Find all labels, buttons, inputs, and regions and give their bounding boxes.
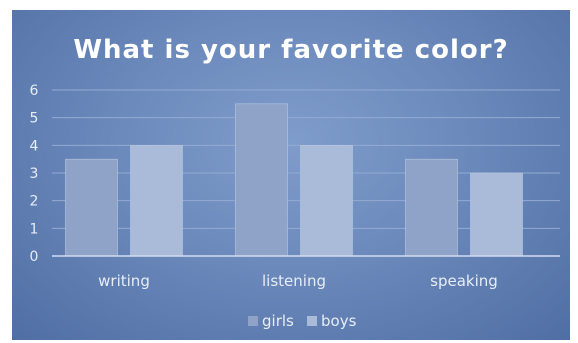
bar-chart: What is your favorite color? 0 1 2 3 4 5 6 wri… <box>30 35 560 330</box>
bar-boys-listening <box>300 145 353 257</box>
y-tick-label: 1 <box>30 221 39 237</box>
category-labels: writing listening speaking <box>98 272 498 290</box>
bar-girls-speaking <box>405 158 458 257</box>
category-label: speaking <box>430 272 498 290</box>
y-axis-ticks: 0 1 2 3 4 5 6 <box>30 83 39 265</box>
bar-boys-writing <box>130 145 183 257</box>
legend-swatch-girls <box>248 316 258 326</box>
category-label: writing <box>98 272 150 290</box>
y-tick-label: 2 <box>30 194 39 210</box>
chart-area: What is your favorite color? 0 1 2 3 4 5 6 wri… <box>12 10 570 340</box>
bars <box>65 103 523 257</box>
y-tick-label: 6 <box>30 83 39 99</box>
y-tick-label: 0 <box>30 249 39 265</box>
y-tick-label: 5 <box>30 111 39 127</box>
bar-boys-speaking <box>470 172 523 257</box>
legend-label-girls: girls <box>262 312 294 330</box>
category-label: listening <box>262 272 326 290</box>
y-tick-label: 3 <box>30 166 39 182</box>
bar-girls-writing <box>65 158 118 257</box>
legend-label-boys: boys <box>321 312 357 330</box>
y-tick-label: 4 <box>30 138 39 154</box>
bar-girls-listening <box>235 103 288 257</box>
legend-swatch-boys <box>307 316 317 326</box>
legend: girls boys <box>248 312 357 330</box>
chart-title: What is your favorite color? <box>73 35 508 65</box>
